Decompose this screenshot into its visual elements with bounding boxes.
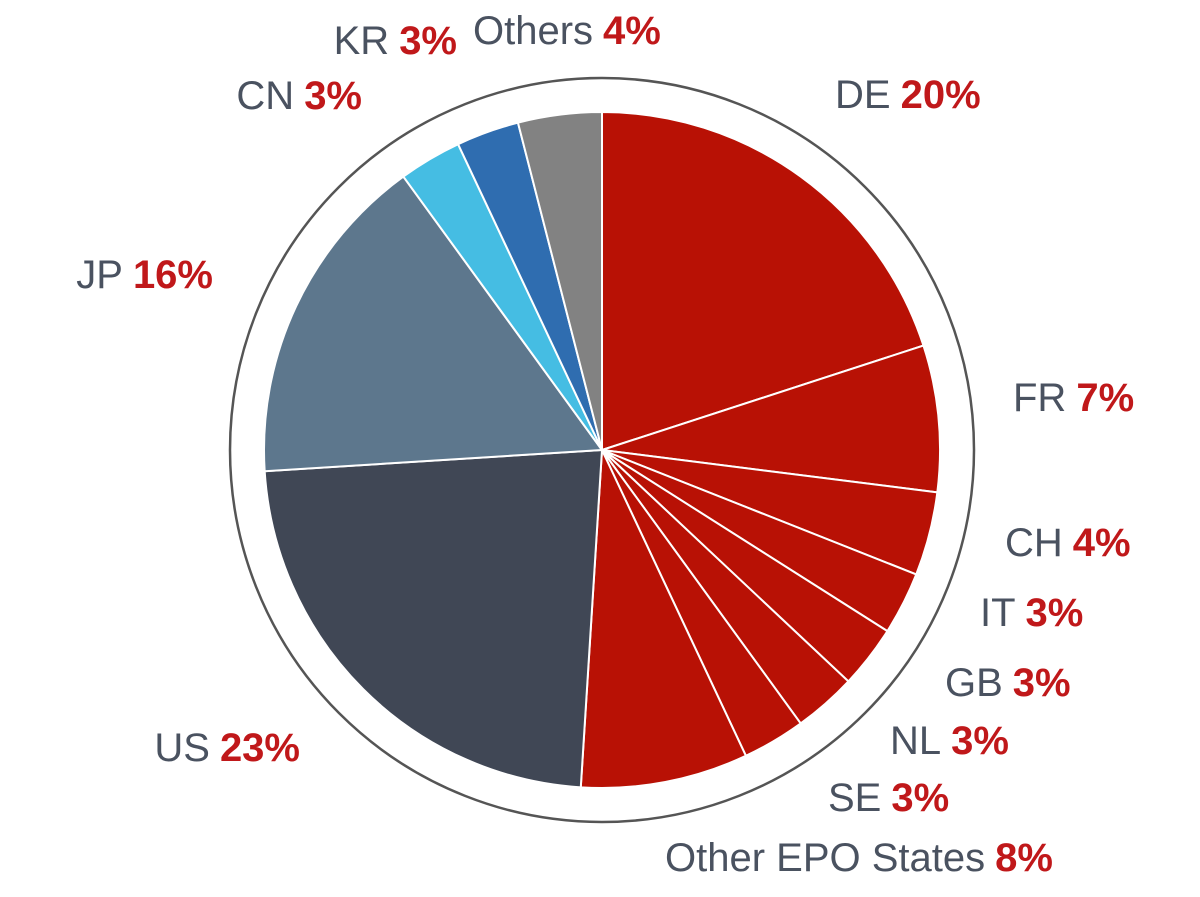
slice-label: NL 3% xyxy=(890,719,1009,763)
slice-label: Others 4% xyxy=(473,9,661,53)
slice-name: CN xyxy=(236,74,294,118)
slice-percent: 8% xyxy=(995,836,1053,880)
slice-name: GB xyxy=(945,661,1003,705)
slice-name: Others xyxy=(473,9,593,53)
slice-percent: 23% xyxy=(220,726,300,770)
slice-name: DE xyxy=(835,73,891,117)
slice-label: US 23% xyxy=(154,726,300,770)
pie-ring xyxy=(228,76,976,824)
pie-slice xyxy=(601,110,925,452)
slice-name: SE xyxy=(828,776,881,820)
slice-label: FR 7% xyxy=(1013,376,1134,420)
pie-slice xyxy=(579,449,748,789)
slice-percent: 3% xyxy=(304,74,362,118)
slice-percent: 4% xyxy=(1073,521,1131,565)
pie-slice xyxy=(263,448,604,789)
slice-name: KR xyxy=(334,19,390,63)
slice-name: FR xyxy=(1013,376,1066,420)
slice-name: IT xyxy=(980,591,1016,635)
slice-name: NL xyxy=(890,719,941,763)
slice-percent: 4% xyxy=(603,9,661,53)
pie-slice xyxy=(516,110,603,451)
slice-label: Other EPO States 8% xyxy=(665,836,1053,880)
slice-label: CH 4% xyxy=(1005,521,1131,565)
slice-percent: 7% xyxy=(1076,376,1134,420)
slice-percent: 20% xyxy=(901,73,981,117)
slice-name: JP xyxy=(76,253,123,297)
slice-label: IT 3% xyxy=(980,591,1083,635)
slice-percent: 3% xyxy=(951,719,1009,763)
pie-slice xyxy=(263,175,604,473)
slice-percent: 3% xyxy=(399,19,457,63)
pie-slice xyxy=(601,344,941,494)
slice-name: US xyxy=(154,726,210,770)
slice-percent: 16% xyxy=(133,253,213,297)
slice-label: JP 16% xyxy=(76,253,213,297)
slice-label: GB 3% xyxy=(945,661,1071,705)
slice-label: KR 3% xyxy=(334,19,457,63)
slice-name: CH xyxy=(1005,521,1063,565)
slice-percent: 3% xyxy=(1026,591,1084,635)
slice-label: SE 3% xyxy=(828,776,949,820)
slice-name: Other EPO States xyxy=(665,836,985,880)
slice-label: DE 20% xyxy=(835,73,981,117)
slice-percent: 3% xyxy=(891,776,949,820)
slice-label: CN 3% xyxy=(236,74,362,118)
slice-percent: 3% xyxy=(1013,661,1071,705)
